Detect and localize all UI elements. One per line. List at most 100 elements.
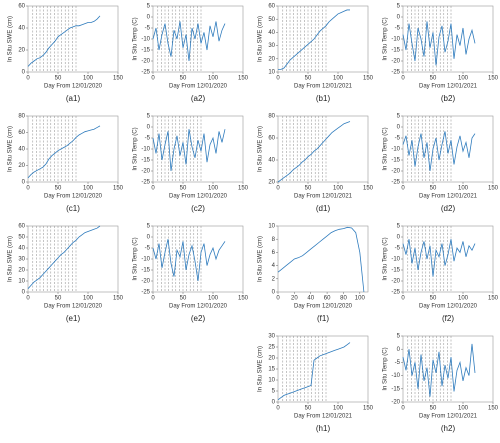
y-tick-label: 80 (268, 114, 275, 120)
x-tick-label: 0 (401, 186, 405, 192)
plot-area (277, 335, 369, 403)
data-line (27, 125, 101, 179)
x-tick-label: 50 (305, 186, 312, 192)
x-tick-label: 100 (83, 186, 94, 192)
plot-area (402, 225, 494, 293)
y-tick-label: -25 (391, 180, 400, 186)
y-tick-label: 5 (397, 4, 401, 10)
x-tick-label: 150 (363, 76, 374, 82)
y-tick-label: 0 (397, 15, 401, 21)
data-line (277, 342, 351, 401)
plot-area (27, 115, 119, 183)
y-tick-label: 0 (397, 347, 401, 353)
x-tick-label: 0 (151, 76, 155, 82)
x-axis-label: Day From 12/01/2021 (294, 414, 353, 420)
y-tick-label: -15 (391, 158, 400, 164)
y-tick-label: -10 (391, 373, 400, 379)
y-tick-label: -5 (395, 136, 401, 142)
plot-area (152, 5, 244, 73)
x-tick-label: 100 (458, 406, 469, 412)
y-tick-label: -25 (141, 70, 150, 76)
x-axis-label: Day From 12/01/2021 (419, 84, 478, 90)
data-line (278, 9, 350, 70)
plot-area (277, 115, 369, 183)
y-tick-label: 60 (18, 224, 25, 230)
panel-caption: (b1) (316, 94, 331, 103)
data-line (402, 21, 476, 66)
panel-caption: (c1) (66, 204, 80, 213)
x-tick-label: 0 (276, 406, 280, 412)
x-tick-label: 100 (208, 76, 219, 82)
y-tick-label: 5 (397, 114, 401, 120)
y-tick-label: 40 (268, 30, 275, 36)
x-tick-label: 50 (430, 186, 437, 192)
y-tick-label: -15 (141, 48, 150, 54)
panel-caption: (f2) (442, 314, 454, 323)
y-tick-label: 40 (18, 26, 25, 32)
y-tick-label: -10 (391, 257, 400, 263)
x-tick-label: 100 (458, 296, 469, 302)
x-tick-label: 0 (276, 296, 280, 302)
y-tick-label: 0 (397, 235, 401, 241)
y-tick-label: -5 (145, 246, 151, 252)
y-tick-label: -15 (141, 158, 150, 164)
y-axis-label: In Situ SWE (cm) (8, 236, 14, 282)
y-tick-label: 20 (18, 163, 25, 169)
panel-caption: (c2) (191, 204, 205, 213)
panel-caption: (d2) (441, 204, 456, 213)
x-tick-label: 50 (180, 76, 187, 82)
y-tick-label: 50 (18, 235, 25, 241)
plot-area (152, 225, 244, 293)
y-tick-label: -15 (141, 268, 150, 274)
y-tick-label: 5 (147, 224, 151, 230)
panel-caption: (a1) (66, 94, 81, 103)
x-axis-label: Day From 12/01/2020 (169, 194, 228, 200)
y-tick-label: 40 (18, 147, 25, 153)
y-tick-label: 50 (268, 17, 275, 23)
y-tick-label: 10 (268, 224, 275, 230)
y-tick-label: 5 (397, 334, 401, 340)
x-tick-label: 100 (333, 186, 344, 192)
y-tick-label: 60 (268, 136, 275, 142)
x-axis-label: Day From 12/01/2020 (294, 304, 353, 310)
x-tick-label: 50 (305, 406, 312, 412)
y-tick-label: 10 (18, 279, 25, 285)
y-tick-label: 8 (272, 237, 276, 243)
y-axis-label: In Situ Temp (C) (383, 127, 389, 170)
x-axis-label: Day From 12/01/2021 (419, 414, 478, 420)
y-tick-label: 20 (18, 48, 25, 54)
x-axis-label: Day From 12/01/2020 (44, 304, 103, 310)
plot-area (402, 335, 494, 403)
plot-area (27, 5, 119, 73)
y-tick-label: 10 (268, 70, 275, 76)
x-axis-label: Day From 12/01/2020 (44, 194, 103, 200)
y-tick-label: -5 (395, 26, 401, 32)
y-tick-label: 40 (268, 158, 275, 164)
panel-caption: (h2) (441, 424, 456, 433)
x-tick-label: 0 (151, 186, 155, 192)
plot-area (277, 225, 369, 293)
x-tick-label: 80 (340, 296, 347, 302)
x-tick-label: 150 (113, 296, 124, 302)
y-axis-label: In Situ Temp (C) (133, 127, 139, 170)
plot-area (277, 5, 369, 73)
y-tick-label: 5 (147, 4, 151, 10)
x-tick-label: 150 (238, 296, 249, 302)
x-tick-label: 50 (305, 76, 312, 82)
y-tick-label: 25 (268, 345, 275, 351)
y-tick-label: 4 (272, 263, 276, 269)
y-tick-label: -20 (391, 59, 400, 65)
x-tick-label: 50 (55, 186, 62, 192)
data-line (27, 15, 101, 67)
y-tick-label: 0 (22, 180, 26, 186)
x-tick-label: 150 (363, 406, 374, 412)
y-tick-label: 5 (397, 224, 401, 230)
x-tick-label: 100 (458, 76, 469, 82)
y-tick-label: 20 (268, 56, 275, 62)
x-tick-label: 150 (363, 186, 374, 192)
x-tick-label: 150 (488, 186, 499, 192)
y-tick-label: -10 (141, 257, 150, 263)
x-tick-label: 100 (83, 76, 94, 82)
y-tick-label: -5 (395, 360, 401, 366)
x-tick-label: 100 (333, 76, 344, 82)
